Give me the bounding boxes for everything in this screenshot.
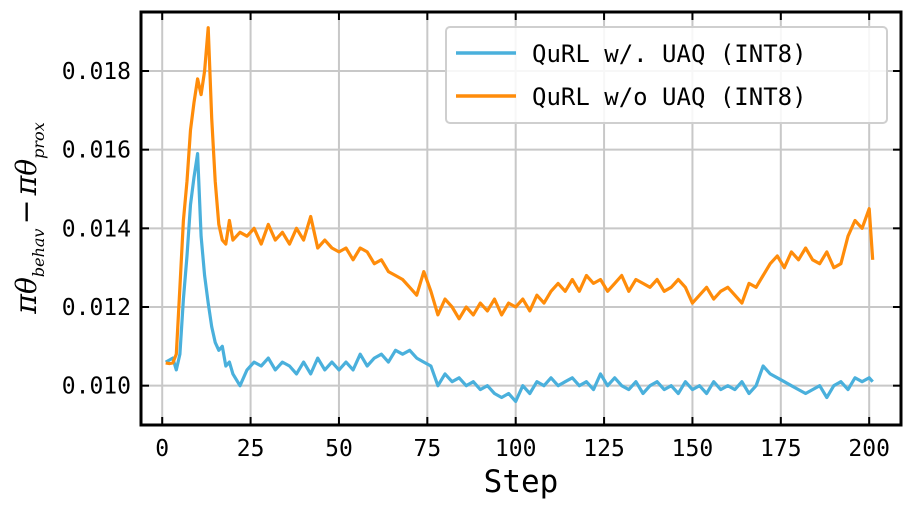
legend-label-series-1: QuRL w/. UAQ (INT8) — [532, 40, 807, 68]
x-tick-label: 150 — [672, 436, 714, 462]
y-tick-label: 0.016 — [62, 138, 131, 164]
x-tick-label: 175 — [760, 436, 802, 462]
x-axis-label: Step — [484, 464, 559, 500]
x-tick-label: 25 — [237, 436, 265, 462]
x-tick-label: 100 — [495, 436, 537, 462]
ticks: 0 25 50 75 100 125 150 175 200 0.010 0.012 0.014 0.0… — [62, 12, 901, 462]
legend: QuRL w/. UAQ (INT8) QuRL w/o UAQ (INT8) — [445, 26, 888, 124]
svg-text:πθbehav−πθprox: πθbehav−πθprox — [9, 122, 48, 314]
y-tick-label: 0.018 — [62, 59, 131, 85]
x-tick-label: 0 — [155, 436, 169, 462]
series-line-1 — [164, 152, 874, 403]
y-tick-label: 0.014 — [62, 216, 131, 242]
x-tick-label: 50 — [325, 436, 353, 462]
x-tick-label: 125 — [583, 436, 625, 462]
legend-box — [445, 26, 888, 124]
plot-frame — [139, 10, 903, 427]
y-tick-label: 0.012 — [62, 295, 131, 321]
legend-label-series-2: QuRL w/o UAQ (INT8) — [532, 83, 807, 111]
x-tick-label: 75 — [413, 436, 441, 462]
x-tick-label: 200 — [848, 436, 890, 462]
y-axis-label: πθbehav−πθprox — [9, 122, 48, 314]
y-tick-label: 0.010 — [62, 374, 131, 400]
series-lines — [164, 26, 875, 403]
series-line-2 — [165, 26, 875, 366]
